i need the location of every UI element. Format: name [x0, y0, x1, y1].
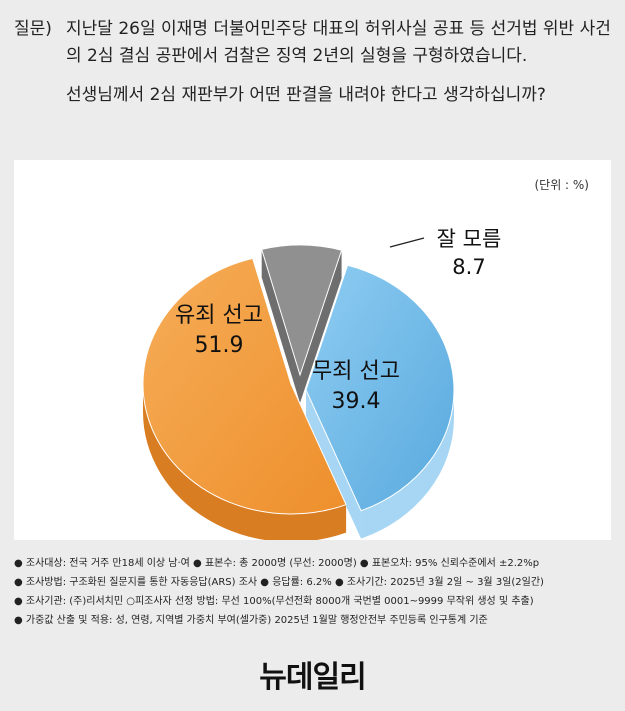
pie-slice-side: [143, 384, 347, 540]
note-text: 조사기관: (주)리서치민 ○피조사자 선정 방법: 무선 100%(무선전화 …: [25, 596, 534, 607]
pie-slice-face: [306, 390, 362, 539]
note-line: ● 조사대상: 전국 거주 만18세 이상 남·여 ● 표본수: 총 2000명…: [14, 554, 614, 573]
note-text: 조사기간: 2025년 3월 2일 ~ 3월 3일(2일간): [346, 577, 544, 588]
slice-label: 유죄 선고: [175, 303, 263, 328]
pie-slice: [305, 264, 455, 512]
pie-slice-face: [261, 249, 300, 403]
chart-card: (단위 : %) 유죄 선고 51.9 무죄 선고 39.4 잘 모름 8.7: [14, 160, 611, 540]
bullet-icon: ●: [14, 558, 26, 569]
pie-chart: 유죄 선고 51.9 무죄 선고 39.4 잘 모름 8.7: [142, 227, 502, 540]
bullet-icon: ●: [14, 577, 26, 588]
note-text: 표본수: 총 2000명 (무선: 2000명): [204, 558, 357, 569]
bullet-icon: ●: [356, 558, 372, 569]
question-prefix: 질문): [14, 19, 52, 39]
note-line: ● 조사방법: 구조화된 질문지를 통한 자동응답(ARS) 조사 ● 응답률:…: [14, 573, 614, 592]
bullet-icon: ●: [189, 558, 205, 569]
note-line: ● 조사기관: (주)리서치민 ○피조사자 선정 방법: 무선 100%(무선전…: [14, 592, 614, 611]
pie-slice: [261, 244, 343, 377]
note-text: 조사대상: 전국 거주 만18세 이상 남·여: [25, 558, 190, 569]
note-text: 표본오차: 95% 신뢰수준에서 ±2.2%p: [371, 558, 540, 569]
unit-label: (단위 : %): [534, 178, 589, 192]
pie-slice: [142, 257, 347, 515]
note-text: 가중값 산출 및 적용: 성, 연령, 지역별 가중치 부여(셀가중) 2025…: [25, 615, 488, 626]
leader-line: [389, 237, 425, 248]
bullet-icon: ●: [331, 577, 347, 588]
slice-value: 51.9: [195, 333, 244, 358]
bullet-icon: ●: [14, 615, 26, 626]
note-text: 응답률: 6.2%: [272, 577, 332, 588]
note-line: ● 가중값 산출 및 적용: 성, 연령, 지역별 가중치 부여(셀가중) 20…: [14, 611, 614, 630]
newdaily-logo: 뉴데일리: [259, 660, 366, 695]
pie-slice-side: [361, 390, 454, 539]
slice-label: 잘 모름: [437, 227, 502, 251]
survey-notes: ● 조사대상: 전국 거주 만18세 이상 남·여 ● 표본수: 총 2000명…: [14, 554, 614, 630]
note-text: 조사방법: 구조화된 질문지를 통한 자동응답(ARS) 조사: [25, 577, 258, 588]
pie-slice-face: [300, 250, 342, 403]
slice-label: 무죄 선고: [312, 359, 400, 384]
question-sub: 선생님께서 2심 재판부가 어떤 판결을 내려야 한다고 생각하십니까?: [66, 85, 546, 105]
slice-value: 8.7: [452, 255, 485, 279]
question-text: 지난달 26일 이재명 더불어민주당 대표의 허위사실 공표 등 선거법 위반 …: [66, 19, 611, 66]
bullet-icon: ●: [14, 596, 26, 607]
question-block: 질문) 지난달 26일 이재명 더불어민주당 대표의 허위사실 공표 등 선거법…: [14, 16, 614, 109]
slice-value: 39.4: [332, 389, 381, 414]
bullet-icon: ●: [257, 577, 273, 588]
